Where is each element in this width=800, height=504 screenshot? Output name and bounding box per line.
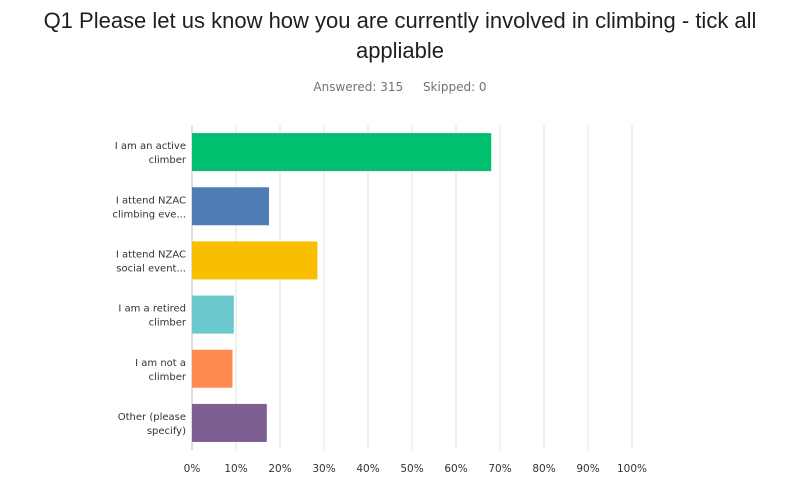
x-tick-label: 40% xyxy=(356,463,379,475)
category-label: I am not a climber xyxy=(135,358,187,383)
x-tick-label: 60% xyxy=(444,463,467,475)
bar-5 xyxy=(192,403,267,442)
category-label: I am a retired climber xyxy=(118,304,186,329)
x-tick-label: 80% xyxy=(532,463,555,475)
bar-3 xyxy=(192,295,234,334)
bar-2 xyxy=(192,241,318,280)
x-tick-label: 50% xyxy=(400,463,423,475)
answered-count: Answered: 315 xyxy=(313,80,404,94)
response-stats: Answered: 315 Skipped: 0 xyxy=(0,80,800,94)
bar-4 xyxy=(192,349,233,388)
category-label: I attend NZAC social event... xyxy=(116,249,186,274)
category-label: I attend NZAC climbing eve... xyxy=(112,195,186,220)
x-tick-label: 30% xyxy=(312,463,335,475)
bar-0 xyxy=(192,133,492,172)
chart-title: Q1 Please let us know how you are curren… xyxy=(43,8,757,63)
category-label: I am an active climber xyxy=(115,141,187,166)
x-tick-label: 20% xyxy=(268,463,291,475)
skipped-count: Skipped: 0 xyxy=(422,80,487,94)
x-tick-label: 0% xyxy=(184,463,201,475)
category-label: Other (please specify) xyxy=(118,412,186,437)
x-tick-label: 100% xyxy=(617,463,647,475)
x-tick-label: 70% xyxy=(488,463,511,475)
x-tick-label: 10% xyxy=(224,463,247,475)
x-tick-label: 90% xyxy=(576,463,599,475)
bar-1 xyxy=(192,187,269,226)
